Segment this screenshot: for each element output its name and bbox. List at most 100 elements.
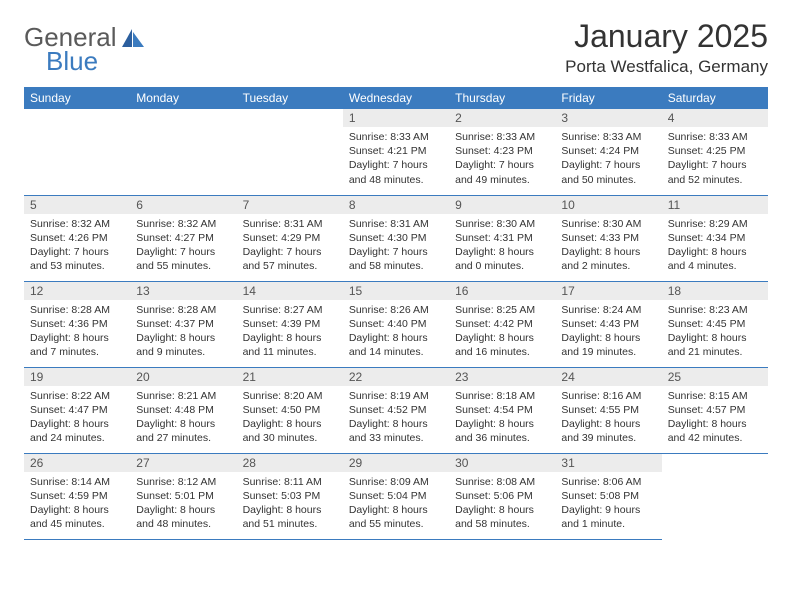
calendar-day-cell: 23Sunrise: 8:18 AMSunset: 4:54 PMDayligh… (449, 367, 555, 453)
empty-day (237, 109, 343, 127)
day-number: 18 (662, 282, 768, 300)
day-text: Sunrise: 8:31 AMSunset: 4:30 PMDaylight:… (343, 214, 449, 277)
logo-text: General Blue (24, 24, 117, 74)
day-number: 19 (24, 368, 130, 386)
day-text: Sunrise: 8:19 AMSunset: 4:52 PMDaylight:… (343, 386, 449, 449)
day-text: Sunrise: 8:26 AMSunset: 4:40 PMDaylight:… (343, 300, 449, 363)
calendar-day-cell: 30Sunrise: 8:08 AMSunset: 5:06 PMDayligh… (449, 453, 555, 539)
empty-day (662, 454, 768, 472)
day-text: Sunrise: 8:30 AMSunset: 4:33 PMDaylight:… (555, 214, 661, 277)
day-text: Sunrise: 8:08 AMSunset: 5:06 PMDaylight:… (449, 472, 555, 535)
day-text: Sunrise: 8:24 AMSunset: 4:43 PMDaylight:… (555, 300, 661, 363)
day-text: Sunrise: 8:30 AMSunset: 4:31 PMDaylight:… (449, 214, 555, 277)
day-number: 3 (555, 109, 661, 127)
day-text: Sunrise: 8:33 AMSunset: 4:24 PMDaylight:… (555, 127, 661, 190)
calendar-table: SundayMondayTuesdayWednesdayThursdayFrid… (24, 87, 768, 540)
day-text: Sunrise: 8:22 AMSunset: 4:47 PMDaylight:… (24, 386, 130, 449)
day-number: 15 (343, 282, 449, 300)
day-text: Sunrise: 8:31 AMSunset: 4:29 PMDaylight:… (237, 214, 343, 277)
day-number: 30 (449, 454, 555, 472)
day-number: 2 (449, 109, 555, 127)
day-number: 22 (343, 368, 449, 386)
day-number: 20 (130, 368, 236, 386)
calendar-day-cell: 21Sunrise: 8:20 AMSunset: 4:50 PMDayligh… (237, 367, 343, 453)
logo: General Blue (24, 18, 146, 74)
day-number: 17 (555, 282, 661, 300)
calendar-day-cell: 17Sunrise: 8:24 AMSunset: 4:43 PMDayligh… (555, 281, 661, 367)
sail-icon (120, 27, 146, 54)
day-number: 24 (555, 368, 661, 386)
day-number: 11 (662, 196, 768, 214)
calendar-day-cell: 5Sunrise: 8:32 AMSunset: 4:26 PMDaylight… (24, 195, 130, 281)
calendar-day-cell: 26Sunrise: 8:14 AMSunset: 4:59 PMDayligh… (24, 453, 130, 539)
weekday-header: Sunday (24, 87, 130, 109)
calendar-day-cell: 13Sunrise: 8:28 AMSunset: 4:37 PMDayligh… (130, 281, 236, 367)
calendar-day-cell (662, 453, 768, 539)
calendar-day-cell: 7Sunrise: 8:31 AMSunset: 4:29 PMDaylight… (237, 195, 343, 281)
header: General Blue January 2025 Porta Westfali… (24, 18, 768, 77)
location: Porta Westfalica, Germany (565, 57, 768, 77)
weekday-header: Monday (130, 87, 236, 109)
day-number: 7 (237, 196, 343, 214)
day-number: 21 (237, 368, 343, 386)
day-text: Sunrise: 8:25 AMSunset: 4:42 PMDaylight:… (449, 300, 555, 363)
calendar-week-row: 26Sunrise: 8:14 AMSunset: 4:59 PMDayligh… (24, 453, 768, 539)
weekday-header: Thursday (449, 87, 555, 109)
calendar-day-cell (237, 109, 343, 195)
calendar-day-cell: 16Sunrise: 8:25 AMSunset: 4:42 PMDayligh… (449, 281, 555, 367)
calendar-day-cell: 15Sunrise: 8:26 AMSunset: 4:40 PMDayligh… (343, 281, 449, 367)
calendar-day-cell: 14Sunrise: 8:27 AMSunset: 4:39 PMDayligh… (237, 281, 343, 367)
day-text: Sunrise: 8:06 AMSunset: 5:08 PMDaylight:… (555, 472, 661, 535)
day-text: Sunrise: 8:32 AMSunset: 4:26 PMDaylight:… (24, 214, 130, 277)
calendar-header-row: SundayMondayTuesdayWednesdayThursdayFrid… (24, 87, 768, 109)
day-text: Sunrise: 8:14 AMSunset: 4:59 PMDaylight:… (24, 472, 130, 535)
day-text: Sunrise: 8:16 AMSunset: 4:55 PMDaylight:… (555, 386, 661, 449)
calendar-week-row: 19Sunrise: 8:22 AMSunset: 4:47 PMDayligh… (24, 367, 768, 453)
calendar-day-cell: 18Sunrise: 8:23 AMSunset: 4:45 PMDayligh… (662, 281, 768, 367)
day-number: 28 (237, 454, 343, 472)
day-number: 29 (343, 454, 449, 472)
calendar-day-cell: 12Sunrise: 8:28 AMSunset: 4:36 PMDayligh… (24, 281, 130, 367)
title-block: January 2025 Porta Westfalica, Germany (565, 18, 768, 77)
day-text: Sunrise: 8:28 AMSunset: 4:36 PMDaylight:… (24, 300, 130, 363)
calendar-day-cell: 3Sunrise: 8:33 AMSunset: 4:24 PMDaylight… (555, 109, 661, 195)
weekday-header: Saturday (662, 87, 768, 109)
calendar-day-cell: 20Sunrise: 8:21 AMSunset: 4:48 PMDayligh… (130, 367, 236, 453)
day-number: 5 (24, 196, 130, 214)
day-text: Sunrise: 8:15 AMSunset: 4:57 PMDaylight:… (662, 386, 768, 449)
calendar-day-cell: 24Sunrise: 8:16 AMSunset: 4:55 PMDayligh… (555, 367, 661, 453)
day-text: Sunrise: 8:21 AMSunset: 4:48 PMDaylight:… (130, 386, 236, 449)
calendar-day-cell: 29Sunrise: 8:09 AMSunset: 5:04 PMDayligh… (343, 453, 449, 539)
calendar-body: 1Sunrise: 8:33 AMSunset: 4:21 PMDaylight… (24, 109, 768, 539)
calendar-week-row: 12Sunrise: 8:28 AMSunset: 4:36 PMDayligh… (24, 281, 768, 367)
day-number: 27 (130, 454, 236, 472)
day-number: 12 (24, 282, 130, 300)
day-number: 1 (343, 109, 449, 127)
day-text: Sunrise: 8:20 AMSunset: 4:50 PMDaylight:… (237, 386, 343, 449)
day-number: 25 (662, 368, 768, 386)
calendar-day-cell: 8Sunrise: 8:31 AMSunset: 4:30 PMDaylight… (343, 195, 449, 281)
calendar-day-cell: 10Sunrise: 8:30 AMSunset: 4:33 PMDayligh… (555, 195, 661, 281)
calendar-day-cell: 11Sunrise: 8:29 AMSunset: 4:34 PMDayligh… (662, 195, 768, 281)
weekday-header: Tuesday (237, 87, 343, 109)
calendar-day-cell: 28Sunrise: 8:11 AMSunset: 5:03 PMDayligh… (237, 453, 343, 539)
calendar-day-cell: 22Sunrise: 8:19 AMSunset: 4:52 PMDayligh… (343, 367, 449, 453)
empty-day (130, 109, 236, 127)
calendar-day-cell: 27Sunrise: 8:12 AMSunset: 5:01 PMDayligh… (130, 453, 236, 539)
calendar-week-row: 5Sunrise: 8:32 AMSunset: 4:26 PMDaylight… (24, 195, 768, 281)
day-text: Sunrise: 8:12 AMSunset: 5:01 PMDaylight:… (130, 472, 236, 535)
calendar-day-cell: 1Sunrise: 8:33 AMSunset: 4:21 PMDaylight… (343, 109, 449, 195)
calendar-day-cell: 9Sunrise: 8:30 AMSunset: 4:31 PMDaylight… (449, 195, 555, 281)
day-number: 16 (449, 282, 555, 300)
day-number: 8 (343, 196, 449, 214)
day-text: Sunrise: 8:28 AMSunset: 4:37 PMDaylight:… (130, 300, 236, 363)
calendar-day-cell: 6Sunrise: 8:32 AMSunset: 4:27 PMDaylight… (130, 195, 236, 281)
day-text: Sunrise: 8:18 AMSunset: 4:54 PMDaylight:… (449, 386, 555, 449)
calendar-day-cell: 25Sunrise: 8:15 AMSunset: 4:57 PMDayligh… (662, 367, 768, 453)
day-text: Sunrise: 8:33 AMSunset: 4:21 PMDaylight:… (343, 127, 449, 190)
day-number: 26 (24, 454, 130, 472)
day-number: 23 (449, 368, 555, 386)
day-text: Sunrise: 8:23 AMSunset: 4:45 PMDaylight:… (662, 300, 768, 363)
calendar-day-cell (24, 109, 130, 195)
calendar-day-cell: 19Sunrise: 8:22 AMSunset: 4:47 PMDayligh… (24, 367, 130, 453)
